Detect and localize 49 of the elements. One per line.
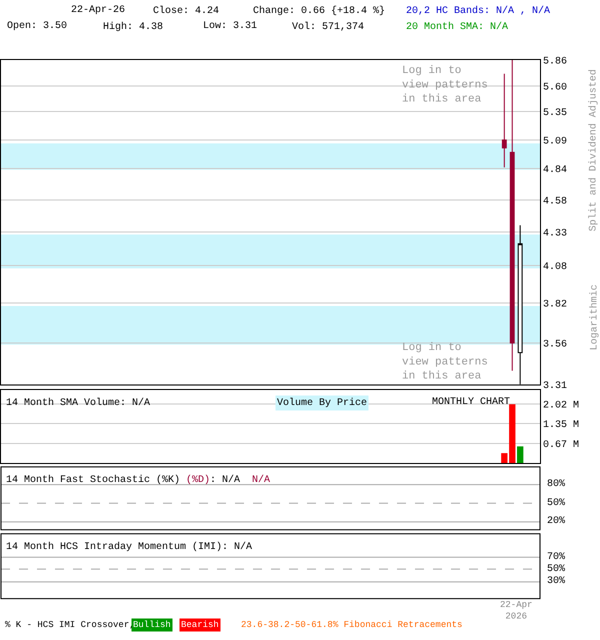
y-tick-label: 2.02 M: [543, 400, 580, 412]
y-tick-label: 3.82: [543, 299, 568, 310]
y-tick-label: 3.56: [543, 339, 568, 350]
candlestick: [510, 60, 515, 372]
candlestick: [502, 73, 507, 168]
y-tick-label: 4.84: [543, 165, 568, 176]
y-tick-label: 5.35: [543, 108, 568, 120]
text: 50%: [547, 498, 566, 509]
text: 20 Month SMA: N/A: [406, 21, 508, 33]
text: Low: 3.31: [203, 21, 258, 32]
text: % K - HCS IMI Crossover,: [5, 620, 135, 630]
text: 70%: [547, 552, 566, 563]
text: 22-Apr 2026: [500, 600, 532, 622]
text: 20,2 HC Bands: N/A , N/A: [406, 5, 550, 17]
text: Volume By Price: [277, 397, 368, 409]
y-tick-label: 3.31: [543, 380, 568, 392]
y-tick-label: 5.86: [543, 56, 568, 68]
y-tick-label: 5.09: [543, 136, 568, 148]
text: Log in to view patterns in this area: [402, 342, 488, 383]
text: Close: 4.24: [153, 5, 220, 17]
text: Open: 3.50: [7, 21, 68, 32]
text: Log in to view patterns in this area: [402, 65, 488, 106]
annotation: MONTHLY CHART: [432, 397, 510, 408]
text: 14 Month HCS Intraday Momentum (IMI): N/A: [6, 541, 252, 553]
text: Change: 0.66 {+18.4 %}: [253, 5, 386, 17]
bar: [517, 446, 524, 463]
text: Bullish: [133, 620, 171, 630]
y-tick-label: 5.60: [543, 82, 568, 94]
y-axis-title: Split and Dividend Adjusted: [587, 69, 600, 232]
text: 14 Month Fast Stochastic (%K): [6, 474, 186, 486]
text: 22-Apr-26: [71, 5, 126, 16]
text: 50%: [547, 564, 566, 575]
text: : N/A: [210, 474, 240, 486]
text: Vol: 571,374: [292, 21, 364, 33]
text: 20%: [547, 516, 566, 527]
text: 14 Month SMA Volume: N/A: [6, 397, 150, 409]
y-tick-label: 1.35 M: [543, 420, 580, 432]
text: N/A: [252, 474, 270, 486]
y-tick-label: 4.58: [543, 196, 568, 208]
y-tick-label: 0.67 M: [543, 440, 580, 451]
text: 80%: [547, 479, 566, 490]
y-tick-label: 4.08: [543, 262, 568, 274]
text: 30%: [547, 576, 566, 587]
text: (%D): [186, 474, 210, 486]
text: Bearish: [181, 620, 219, 630]
text: Logarithmic: [588, 284, 600, 350]
text: High: 4.38: [103, 21, 164, 33]
y-tick-label: 4.33: [543, 228, 568, 240]
text: 23.6-38.2-50-61.8% Fibonacci Retracements: [241, 620, 462, 630]
